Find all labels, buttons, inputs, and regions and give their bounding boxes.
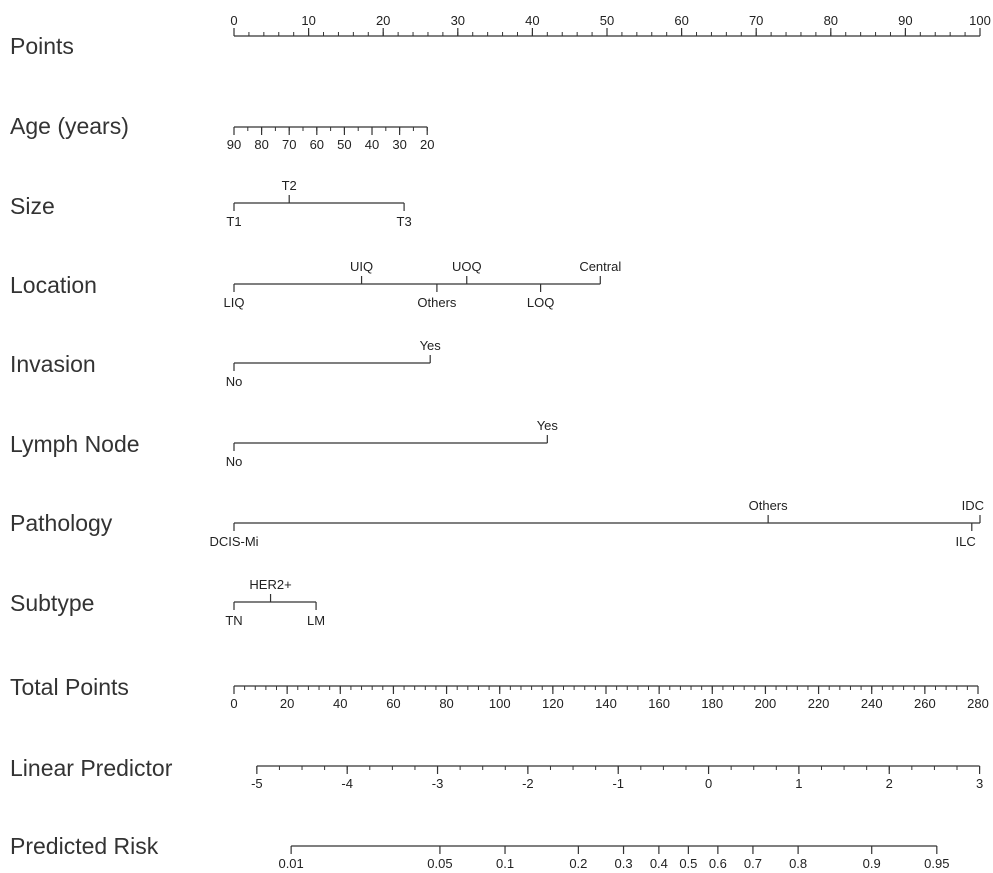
tick-label: 60: [674, 13, 688, 28]
tick-label: 0.4: [650, 856, 668, 871]
row-linear-predictor: Linear Predictor -5 -4 -3 -2 -1 0 1 2 3: [10, 755, 983, 791]
row-label-subtype: Subtype: [10, 590, 94, 616]
tick-label: -4: [341, 776, 353, 791]
tick-label: 3: [976, 776, 983, 791]
tick-label: 20: [420, 137, 434, 152]
row-pathology: Pathology DCIS-Mi Others ILC IDC: [10, 498, 984, 549]
tick-label: 0.1: [496, 856, 514, 871]
tick-label: 140: [595, 696, 617, 711]
tick-label: 40: [525, 13, 539, 28]
level-label: LIQ: [224, 295, 245, 310]
row-invasion: Invasion No Yes: [10, 338, 441, 389]
tick-label: 280: [967, 696, 989, 711]
row-label-total-points: Total Points: [10, 674, 129, 700]
tick-label: 180: [701, 696, 723, 711]
level-label: T3: [397, 214, 412, 229]
tick-label: 30: [451, 13, 465, 28]
level-label: TN: [225, 613, 242, 628]
tick-label: 0.05: [427, 856, 452, 871]
row-label-size: Size: [10, 193, 55, 219]
tick-label: 0: [230, 696, 237, 711]
tick-label: 60: [386, 696, 400, 711]
tick-label: 60: [310, 137, 324, 152]
level-label: ILC: [956, 534, 976, 549]
level-label: Yes: [420, 338, 442, 353]
tick-label: 2: [886, 776, 893, 791]
tick-label: 80: [254, 137, 268, 152]
tick-label: 0.7: [744, 856, 762, 871]
tick-label: 70: [749, 13, 763, 28]
row-label-linear-predictor: Linear Predictor: [10, 755, 173, 781]
level-label: No: [226, 374, 243, 389]
level-label: HER2+: [249, 577, 291, 592]
level-label: IDC: [962, 498, 984, 513]
row-lymph-node: Lymph Node No Yes: [10, 418, 558, 469]
level-label: LM: [307, 613, 325, 628]
level-label: Others: [417, 295, 457, 310]
row-age: Age (years) 90 80 70 60 50 40 30 20: [10, 113, 434, 152]
tick-label: 70: [282, 137, 296, 152]
tick-label: 50: [337, 137, 351, 152]
tick-label: 100: [969, 13, 991, 28]
tick-label: 160: [648, 696, 670, 711]
row-label-location: Location: [10, 272, 97, 298]
row-label-points: Points: [10, 33, 74, 59]
row-label-invasion: Invasion: [10, 351, 96, 377]
row-location: Location LIQ UIQ Others UOQ LOQ Central: [10, 259, 621, 310]
row-subtype: Subtype TN HER2+ LM: [10, 577, 325, 628]
row-predicted-risk: Predicted Risk 0.01 0.05 0.1 0.2 0.3 0.4 0.5 0.6…: [10, 833, 949, 871]
level-label: T1: [226, 214, 241, 229]
tick-label: 0.3: [614, 856, 632, 871]
row-size: Size T1 T2 T3: [10, 178, 412, 229]
level-label: UIQ: [350, 259, 373, 274]
tick-label: 0: [705, 776, 712, 791]
row-total-points: Total Points 0 20 40 60 80 100 120 140 160 180 200 2…: [10, 674, 989, 711]
tick-label: 0.6: [709, 856, 727, 871]
tick-label: 240: [861, 696, 883, 711]
level-label: LOQ: [527, 295, 554, 310]
row-label-pathology: Pathology: [10, 510, 113, 536]
tick-label: 1: [795, 776, 802, 791]
tick-label: 260: [914, 696, 936, 711]
tick-label: 0.01: [278, 856, 303, 871]
tick-label: -2: [522, 776, 534, 791]
tick-label: 220: [808, 696, 830, 711]
row-label-predicted-risk: Predicted Risk: [10, 833, 159, 859]
tick-label: 20: [280, 696, 294, 711]
tick-label: 0.5: [679, 856, 697, 871]
level-label: Yes: [537, 418, 559, 433]
row-label-lymph-node: Lymph Node: [10, 431, 140, 457]
level-label: UOQ: [452, 259, 482, 274]
level-label: Others: [749, 498, 789, 513]
tick-label: -5: [251, 776, 263, 791]
tick-label: -1: [612, 776, 624, 791]
tick-label: 40: [365, 137, 379, 152]
level-label: Central: [579, 259, 621, 274]
tick-label: 0.9: [863, 856, 881, 871]
level-label: DCIS-Mi: [209, 534, 258, 549]
tick-label: 0.8: [789, 856, 807, 871]
tick-label: 0: [230, 13, 237, 28]
tick-label: 30: [392, 137, 406, 152]
tick-label: 80: [439, 696, 453, 711]
row-points: Points 0 10 20 30 40 50 60 70 80 90 100: [10, 13, 991, 59]
tick-label: 80: [824, 13, 838, 28]
tick-label: 10: [301, 13, 315, 28]
tick-label: 200: [755, 696, 777, 711]
level-label: T2: [282, 178, 297, 193]
tick-label: 100: [489, 696, 511, 711]
tick-label: 20: [376, 13, 390, 28]
tick-label: 0.95: [924, 856, 949, 871]
tick-label: 40: [333, 696, 347, 711]
tick-label: 0.2: [569, 856, 587, 871]
tick-label: 120: [542, 696, 564, 711]
row-label-age: Age (years): [10, 113, 129, 139]
tick-label: 90: [898, 13, 912, 28]
tick-label: 50: [600, 13, 614, 28]
tick-label: 90: [227, 137, 241, 152]
tick-label: -3: [432, 776, 444, 791]
level-label: No: [226, 454, 243, 469]
